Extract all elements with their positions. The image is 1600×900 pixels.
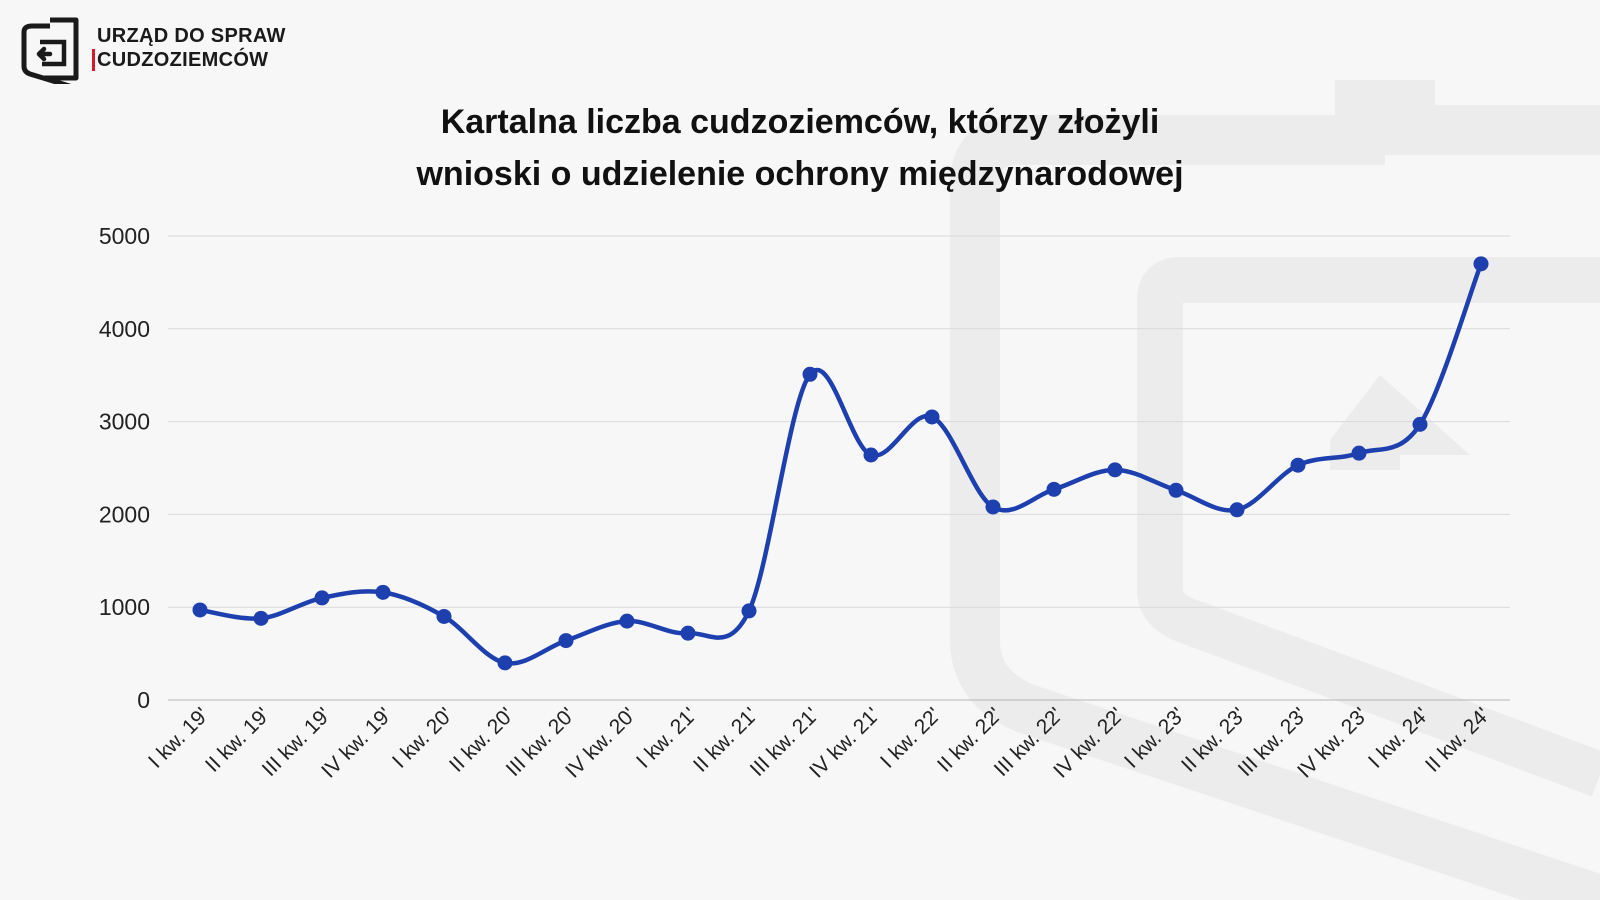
data-point (314, 590, 330, 606)
data-point (1046, 481, 1062, 497)
data-point (497, 655, 513, 671)
office-logo: URZĄD DO SPRAW CUDZOZIEMCÓW (20, 16, 286, 84)
data-point (619, 613, 635, 629)
y-axis-labels: 0 1000 2000 3000 4000 5000 (99, 223, 150, 713)
y-tick-label: 2000 (99, 501, 150, 527)
series-path (199, 263, 1484, 666)
chart-title: Kartalna liczba cudzoziemców, którzy zło… (300, 96, 1300, 200)
y-tick-label: 1000 (99, 594, 150, 620)
office-emblem-icon (21, 17, 79, 84)
chart-gridlines (168, 235, 1510, 701)
data-point (1351, 445, 1367, 461)
data-point (253, 610, 269, 626)
chart-title-line-1: Kartalna liczba cudzoziemców, którzy zło… (440, 103, 1160, 141)
data-point (558, 633, 574, 649)
data-point (863, 447, 879, 463)
series-line (199, 263, 1484, 666)
data-point (375, 584, 391, 600)
data-point (1412, 416, 1428, 432)
logo-line-2: CUDZOZIEMCÓW (97, 49, 269, 71)
y-tick-label: 3000 (99, 409, 150, 435)
logo-text: URZĄD DO SPRAW CUDZOZIEMCÓW (97, 24, 286, 72)
data-point (985, 499, 1001, 515)
data-point (1107, 462, 1123, 478)
series-points (192, 256, 1489, 671)
data-point (192, 602, 208, 618)
data-point (924, 409, 940, 425)
logo-line-1: URZĄD DO SPRAW (97, 25, 286, 47)
data-point (1290, 457, 1306, 473)
data-point (802, 366, 818, 382)
x-axis-labels: I kw. 19'II kw. 19'III kw. 19'IV kw. 19'… (144, 703, 1494, 782)
data-point (680, 625, 696, 641)
y-tick-label: 4000 (99, 316, 150, 342)
y-tick-label: 0 (137, 687, 150, 713)
data-point (1168, 482, 1184, 498)
data-point (436, 608, 452, 624)
data-point (1473, 256, 1489, 272)
x-tick-label: II kw. 24' (1421, 703, 1495, 777)
data-point (741, 603, 757, 619)
y-tick-label: 5000 (99, 223, 150, 249)
chart-title-line-2: wnioski o udzielenie ochrony międzynarod… (416, 155, 1184, 193)
logo-accent-bar (92, 49, 95, 71)
data-point (1229, 502, 1245, 518)
